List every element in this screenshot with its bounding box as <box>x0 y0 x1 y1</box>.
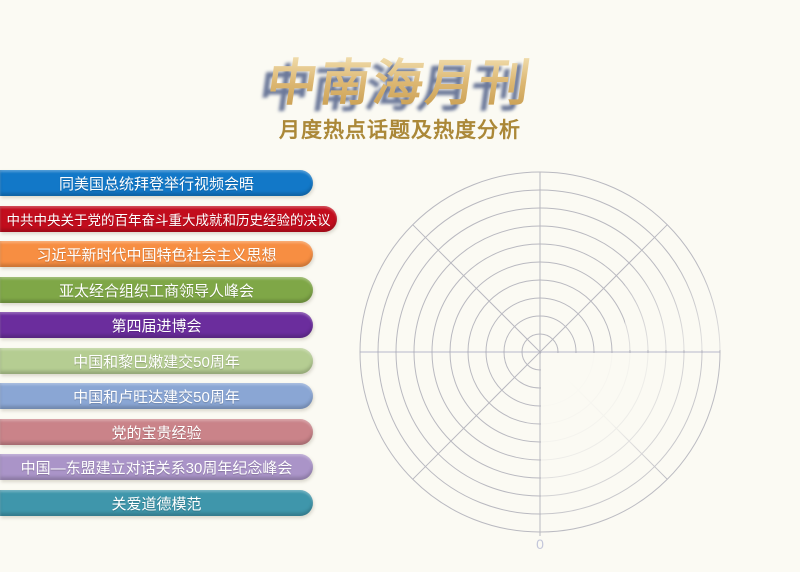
topic-label: 中国—东盟建立对话关系30周年纪念峰会 <box>20 459 293 477</box>
topic-bar-1: 同美国总统拜登举行视频会晤 <box>0 170 313 196</box>
topic-label: 关爱道德模范 <box>111 495 202 513</box>
polar-grid-lines <box>359 171 721 536</box>
axis-zero-label: 0 <box>536 536 544 552</box>
topic-bar-5: 第四届进博会 <box>0 312 313 338</box>
topic-bar-3: 习近平新时代中国特色社会主义思想 <box>0 241 313 267</box>
polar-grid-chart: 0 <box>359 171 721 552</box>
topic-bar-6: 中国和黎巴嫩建交50周年 <box>0 348 313 374</box>
topic-bar-4: 亚太经合组织工商领导人峰会 <box>0 277 313 303</box>
topic-label: 第四届进博会 <box>111 317 202 335</box>
topic-label: 中国和黎巴嫩建交50周年 <box>73 353 240 371</box>
page-title: 中南海月刊 中南海月刊 <box>0 54 800 118</box>
topic-label: 同美国总统拜登举行视频会晤 <box>58 175 254 193</box>
topic-bar-10: 关爱道德模范 <box>0 490 313 516</box>
topic-bar-7: 中国和卢旺达建交50周年 <box>0 383 313 409</box>
topic-label: 亚太经合组织工商领导人峰会 <box>58 282 254 300</box>
topic-label: 党的宝贵经验 <box>111 424 202 442</box>
page-title-text: 中南海月刊 <box>263 54 537 112</box>
page-subtitle: 月度热点话题及热度分析 <box>279 117 521 142</box>
topic-label: 中国和卢旺达建交50周年 <box>73 388 240 406</box>
topic-label: 习近平新时代中国特色社会主义思想 <box>36 246 277 264</box>
topic-label: 中共中央关于党的百年奋斗重大成就和历史经验的决议 <box>6 213 331 228</box>
topic-bar-9: 中国—东盟建立对话关系30周年纪念峰会 <box>0 454 313 480</box>
topic-bar-2: 中共中央关于党的百年奋斗重大成就和历史经验的决议 <box>0 206 337 232</box>
topic-bar-8: 党的宝贵经验 <box>0 419 313 445</box>
